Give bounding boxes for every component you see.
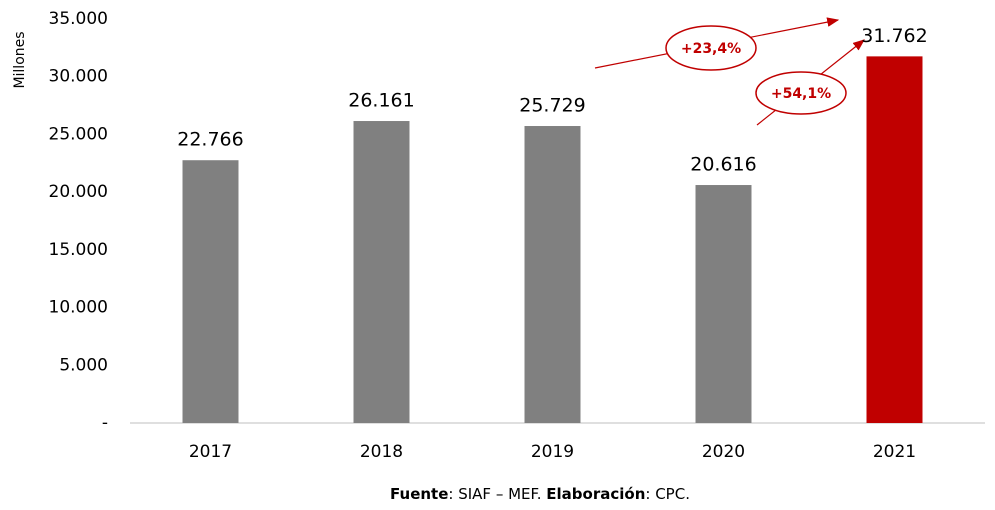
y-tick-label: 20.000 <box>49 182 108 202</box>
x-tick-label: 2018 <box>360 442 403 462</box>
bar <box>182 160 239 423</box>
y-tick-label: 30.000 <box>49 67 108 87</box>
source-part: : CPC. <box>645 485 690 503</box>
bar <box>524 126 581 424</box>
value-label: 31.762 <box>861 25 927 47</box>
annotation-ellipse <box>665 25 757 71</box>
y-axis-label: Millones <box>12 31 28 88</box>
annotation-ellipse <box>755 71 847 115</box>
y-tick-label: 25.000 <box>49 124 108 144</box>
x-tick-label: 2019 <box>531 442 574 462</box>
source-part: Elaboración <box>546 485 645 503</box>
value-label: 25.729 <box>519 95 585 117</box>
value-label: 20.616 <box>690 154 756 176</box>
y-tick-label: - <box>102 413 108 433</box>
source-part: Fuente <box>390 485 448 503</box>
y-tick-label: 15.000 <box>49 240 108 260</box>
x-tick-label: 2017 <box>189 442 232 462</box>
bar <box>695 185 752 423</box>
y-tick-label: 35.000 <box>49 9 108 29</box>
value-label: 26.161 <box>348 90 414 112</box>
source-part: : SIAF – MEF. <box>448 485 546 503</box>
bar <box>866 56 923 424</box>
value-label: 22.766 <box>177 129 243 151</box>
source: Fuente: SIAF – MEF. Elaboración: CPC. <box>390 485 690 503</box>
bar <box>353 121 410 423</box>
x-tick-label: 2020 <box>702 442 745 462</box>
x-tick-label: 2021 <box>873 442 916 462</box>
y-tick-label: 10.000 <box>49 298 108 318</box>
annotation: +54,1% <box>771 86 831 102</box>
annotation: +23,4% <box>681 41 741 57</box>
y-tick-label: 5.000 <box>59 355 108 375</box>
